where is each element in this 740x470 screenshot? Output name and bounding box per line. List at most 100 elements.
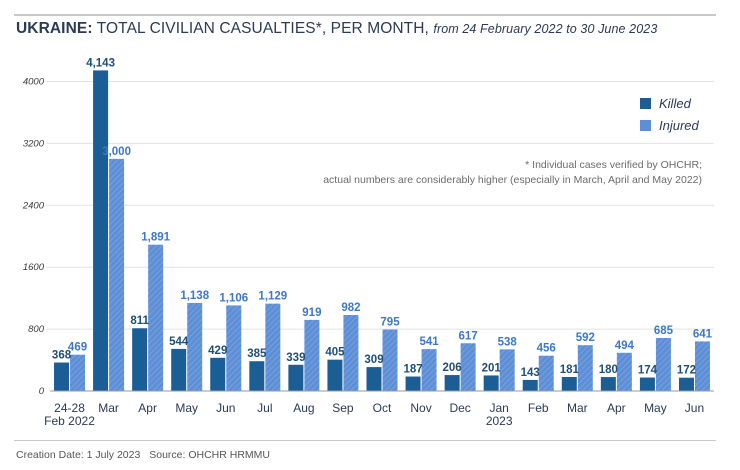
bar-killed: [171, 348, 187, 391]
title-subtitle: from 24 February 2022 to 30 June 2023: [433, 22, 658, 36]
data-label-injured: 494: [615, 340, 635, 352]
bar-injured: [187, 302, 203, 391]
bar-killed: [561, 376, 577, 391]
data-label-injured: 982: [341, 302, 360, 314]
bar-killed: [522, 379, 538, 391]
bar-injured: [70, 354, 86, 391]
bar-killed: [288, 364, 304, 391]
data-label-injured: 3,000: [102, 146, 131, 158]
x-tick-label: Apr: [607, 401, 626, 415]
bar-injured: [694, 341, 710, 391]
data-label-injured: 469: [68, 342, 87, 354]
bar-injured: [616, 352, 632, 391]
legend-item-injured: Injured: [640, 114, 699, 136]
data-label-killed: 811: [130, 315, 149, 327]
data-label-injured: 685: [654, 325, 674, 337]
data-label-injured: 641: [693, 328, 713, 340]
bar-injured: [460, 343, 476, 391]
title-rule: [14, 14, 716, 16]
x-tick-label: Jan: [489, 401, 508, 415]
x-tick-label: Feb: [528, 401, 549, 415]
data-label-injured: 1,891: [141, 232, 170, 244]
bar-killed: [483, 375, 499, 391]
bar-killed: [405, 376, 421, 391]
footnote: * Individual cases verified by OHCHR; ac…: [262, 158, 702, 188]
data-label-killed: 4,143: [86, 57, 115, 69]
bar-injured: [382, 329, 398, 391]
creation-date: Creation Date: 1 July 2023: [16, 449, 141, 461]
data-label-injured: 919: [302, 307, 321, 319]
data-label-killed: 429: [208, 345, 227, 357]
x-tick-label: 24-28: [54, 401, 85, 415]
bar-killed: [210, 357, 226, 391]
data-label-killed: 181: [560, 364, 580, 376]
data-label-killed: 405: [325, 347, 345, 359]
bar-killed: [327, 359, 343, 391]
legend-swatch-injured: [640, 119, 651, 131]
x-tick-label: Jul: [257, 401, 272, 415]
data-label-killed: 206: [443, 362, 462, 374]
bar-killed: [639, 377, 655, 391]
bar-killed: [54, 362, 70, 391]
bar-killed: [132, 328, 148, 391]
data-label-injured: 795: [380, 316, 400, 328]
bar-injured: [265, 303, 281, 391]
bar-killed: [249, 361, 265, 391]
x-tick-label: Jun: [685, 401, 704, 415]
x-tick-label: Nov: [410, 401, 431, 415]
legend: Killed Injured: [640, 92, 699, 136]
data-label-killed: 309: [364, 354, 383, 366]
x-tick-label: May: [175, 401, 198, 415]
y-tick-label: 2400: [22, 200, 45, 211]
data-label-injured: 456: [537, 343, 556, 355]
data-label-killed: 544: [169, 336, 189, 348]
x-tick-label: Feb 2022: [44, 414, 95, 428]
footnote-line-1: * Individual cases verified by OHCHR;: [525, 159, 702, 171]
legend-label-killed: Killed: [659, 95, 691, 111]
x-tick-label: 2023: [486, 414, 513, 428]
data-label-killed: 180: [599, 364, 618, 376]
data-label-injured: 592: [576, 332, 595, 344]
data-label-killed: 174: [638, 365, 658, 377]
x-tick-label: Mar: [98, 401, 119, 415]
data-label-killed: 385: [247, 348, 267, 360]
data-label-injured: 541: [419, 336, 439, 348]
data-label-killed: 368: [52, 350, 72, 362]
bar-killed: [600, 377, 616, 391]
bar-injured: [538, 355, 554, 391]
bar-injured: [655, 337, 671, 391]
x-tick-label: Aug: [293, 401, 314, 415]
data-label-killed: 339: [286, 352, 305, 364]
bar-killed: [366, 367, 382, 391]
legend-label-injured: Injured: [659, 117, 699, 133]
y-tick-label: 0: [39, 386, 45, 397]
bar-injured: [148, 244, 164, 391]
data-label-killed: 172: [677, 365, 696, 377]
data-label-injured: 1,129: [258, 291, 287, 303]
bar-injured: [109, 158, 125, 391]
bar-killed: [444, 375, 460, 391]
y-tick-label: 800: [28, 324, 45, 335]
y-tick-label: 1600: [23, 262, 45, 273]
footer-rule: [14, 440, 716, 441]
data-label-injured: 617: [459, 330, 478, 342]
title-main: TOTAL CIVILIAN CASUALTIES*, PER MONTH,: [96, 20, 429, 37]
data-label-injured: 1,106: [219, 292, 248, 304]
x-tick-label: Sep: [332, 401, 354, 415]
title-country: UKRAINE:: [16, 20, 93, 37]
legend-item-killed: Killed: [640, 92, 699, 114]
y-tick-label: 3200: [23, 138, 45, 149]
x-tick-label: May: [644, 401, 667, 415]
bar-injured: [226, 305, 242, 391]
bar-killed: [93, 70, 109, 392]
bar-injured: [577, 345, 593, 391]
bar-injured: [304, 319, 320, 391]
data-label-injured: 1,138: [180, 290, 209, 302]
data-label-killed: 201: [482, 362, 502, 374]
x-tick-label: Mar: [567, 401, 588, 415]
data-label-killed: 187: [403, 364, 422, 376]
bar-injured: [421, 349, 437, 391]
x-tick-label: Dec: [449, 401, 470, 415]
legend-swatch-killed: [640, 97, 651, 109]
